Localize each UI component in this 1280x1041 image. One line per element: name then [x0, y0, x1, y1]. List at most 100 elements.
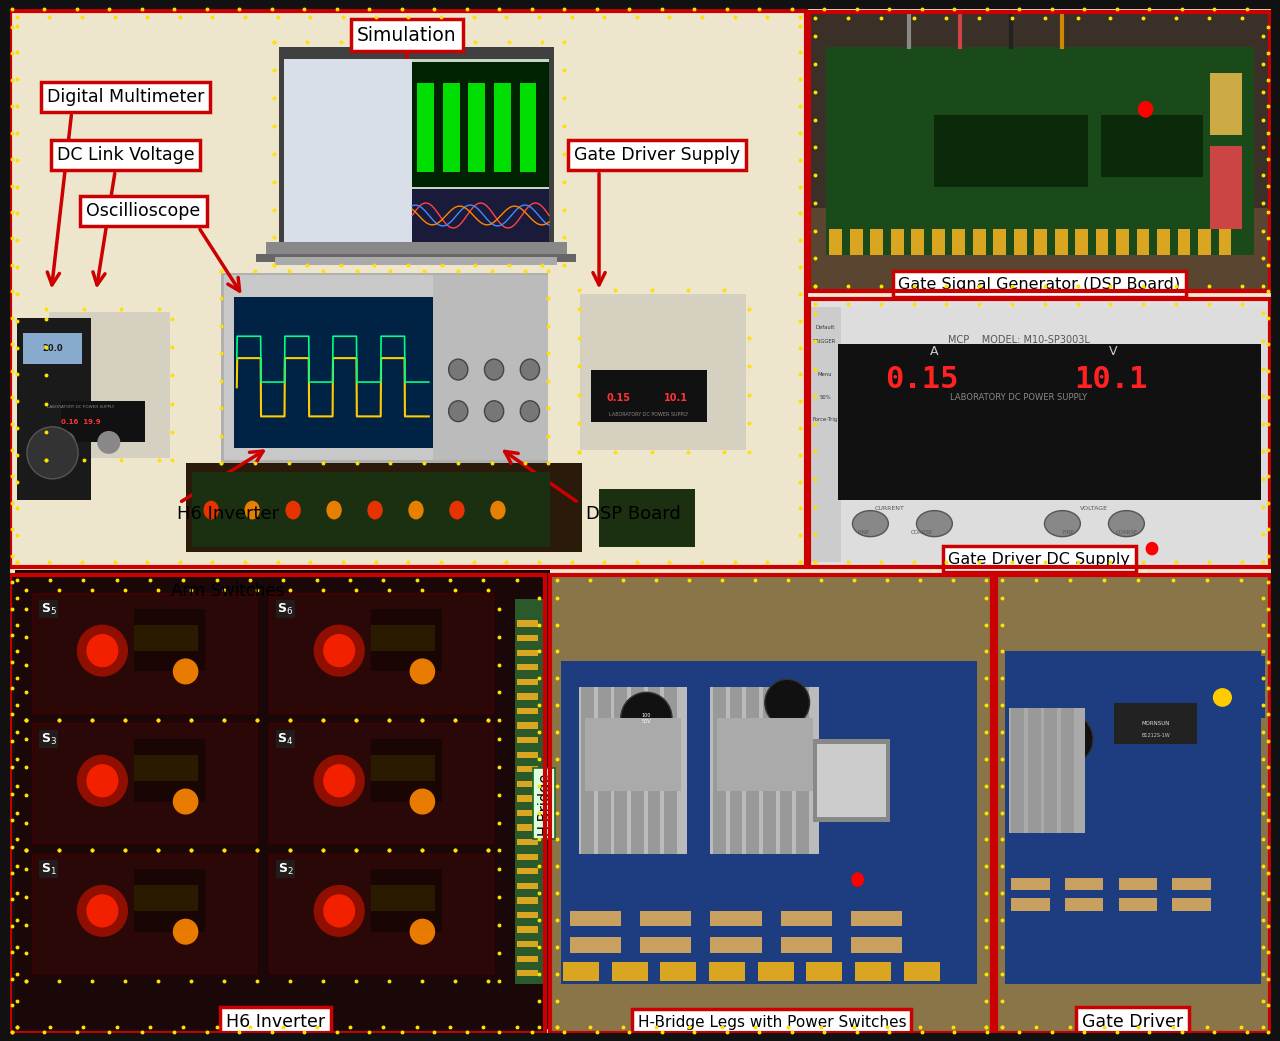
- Ellipse shape: [449, 501, 465, 519]
- Text: V: V: [1110, 346, 1117, 358]
- FancyBboxPatch shape: [1065, 898, 1103, 911]
- FancyBboxPatch shape: [851, 937, 902, 953]
- FancyBboxPatch shape: [517, 854, 538, 860]
- FancyBboxPatch shape: [1011, 708, 1024, 833]
- Text: COARSE: COARSE: [1115, 531, 1138, 535]
- FancyBboxPatch shape: [269, 593, 493, 713]
- FancyBboxPatch shape: [443, 83, 460, 172]
- FancyBboxPatch shape: [579, 687, 687, 854]
- Text: Arm Switches: Arm Switches: [172, 582, 284, 601]
- FancyBboxPatch shape: [1157, 229, 1170, 255]
- FancyBboxPatch shape: [412, 189, 549, 242]
- Text: CURRENT: CURRENT: [874, 506, 905, 510]
- Ellipse shape: [621, 692, 672, 744]
- Text: A: A: [931, 346, 938, 358]
- Text: S$_3$: S$_3$: [41, 732, 56, 746]
- FancyBboxPatch shape: [1075, 229, 1088, 255]
- FancyBboxPatch shape: [417, 83, 434, 172]
- Ellipse shape: [204, 501, 219, 519]
- FancyBboxPatch shape: [517, 810, 538, 816]
- FancyBboxPatch shape: [796, 687, 809, 854]
- Text: H6 Inverter: H6 Inverter: [225, 1013, 325, 1032]
- FancyBboxPatch shape: [517, 635, 538, 641]
- FancyBboxPatch shape: [813, 739, 890, 822]
- FancyBboxPatch shape: [371, 885, 435, 911]
- FancyBboxPatch shape: [713, 687, 726, 854]
- Ellipse shape: [326, 501, 342, 519]
- FancyBboxPatch shape: [1028, 708, 1041, 833]
- Text: MCP    MODEL: M10-SP3003L: MCP MODEL: M10-SP3003L: [948, 335, 1089, 346]
- FancyBboxPatch shape: [1198, 229, 1211, 255]
- FancyBboxPatch shape: [993, 229, 1006, 255]
- Text: H-Bridge: H-Bridge: [536, 772, 552, 835]
- FancyBboxPatch shape: [371, 625, 435, 651]
- FancyBboxPatch shape: [1219, 229, 1231, 255]
- Text: H-Bridge Legs with Power Switches: H-Bridge Legs with Power Switches: [637, 1015, 906, 1030]
- FancyBboxPatch shape: [517, 664, 538, 670]
- Text: Gate Driver DC Supply: Gate Driver DC Supply: [948, 552, 1130, 566]
- FancyBboxPatch shape: [648, 687, 660, 854]
- FancyBboxPatch shape: [134, 885, 198, 911]
- FancyBboxPatch shape: [517, 795, 538, 802]
- Ellipse shape: [77, 755, 128, 807]
- Ellipse shape: [87, 764, 119, 797]
- Ellipse shape: [851, 872, 864, 887]
- FancyBboxPatch shape: [494, 83, 511, 172]
- FancyBboxPatch shape: [1226, 656, 1265, 718]
- Text: LABORATORY DC POWER SUPPLY: LABORATORY DC POWER SUPPLY: [47, 405, 114, 409]
- FancyBboxPatch shape: [591, 370, 707, 422]
- FancyBboxPatch shape: [817, 307, 1277, 562]
- FancyBboxPatch shape: [1005, 651, 1261, 984]
- FancyBboxPatch shape: [515, 599, 543, 984]
- FancyBboxPatch shape: [809, 307, 841, 562]
- Ellipse shape: [77, 625, 128, 677]
- FancyBboxPatch shape: [269, 723, 493, 843]
- Text: 50
100
105C: 50 100 105C: [1064, 733, 1074, 745]
- FancyBboxPatch shape: [934, 115, 1088, 187]
- FancyBboxPatch shape: [517, 824, 538, 831]
- Text: Oscillioscope: Oscillioscope: [86, 202, 201, 221]
- Ellipse shape: [314, 885, 365, 937]
- FancyBboxPatch shape: [186, 463, 582, 552]
- FancyBboxPatch shape: [806, 962, 842, 981]
- FancyBboxPatch shape: [563, 962, 599, 981]
- Ellipse shape: [87, 634, 119, 667]
- FancyBboxPatch shape: [581, 687, 594, 854]
- FancyBboxPatch shape: [1172, 878, 1211, 890]
- FancyBboxPatch shape: [517, 868, 538, 874]
- FancyBboxPatch shape: [32, 593, 256, 713]
- FancyBboxPatch shape: [1009, 708, 1085, 833]
- Text: S$_5$: S$_5$: [41, 602, 56, 616]
- FancyBboxPatch shape: [932, 229, 945, 255]
- FancyBboxPatch shape: [809, 299, 1270, 567]
- FancyBboxPatch shape: [284, 59, 412, 242]
- FancyBboxPatch shape: [1055, 229, 1068, 255]
- Text: FINE: FINE: [1062, 531, 1075, 535]
- Text: COARSE: COARSE: [910, 531, 933, 535]
- Ellipse shape: [324, 634, 356, 667]
- FancyBboxPatch shape: [1096, 229, 1108, 255]
- FancyBboxPatch shape: [598, 687, 611, 854]
- Ellipse shape: [314, 755, 365, 807]
- FancyBboxPatch shape: [640, 911, 691, 926]
- Ellipse shape: [324, 764, 356, 797]
- FancyBboxPatch shape: [517, 766, 538, 772]
- FancyBboxPatch shape: [612, 962, 648, 981]
- Ellipse shape: [173, 789, 198, 814]
- FancyBboxPatch shape: [1119, 898, 1157, 911]
- FancyBboxPatch shape: [517, 956, 538, 962]
- Text: S$_2$: S$_2$: [278, 862, 293, 877]
- FancyBboxPatch shape: [468, 83, 485, 172]
- Ellipse shape: [408, 501, 424, 519]
- Ellipse shape: [314, 625, 365, 677]
- Ellipse shape: [1108, 511, 1144, 537]
- Text: Gate Signal Generator (DSP Board): Gate Signal Generator (DSP Board): [899, 277, 1180, 291]
- FancyBboxPatch shape: [269, 854, 493, 973]
- Text: B1212S-1W: B1212S-1W: [1142, 734, 1170, 738]
- FancyBboxPatch shape: [134, 739, 205, 802]
- Ellipse shape: [1138, 101, 1153, 118]
- Ellipse shape: [916, 511, 952, 537]
- FancyBboxPatch shape: [664, 687, 677, 854]
- FancyBboxPatch shape: [134, 869, 205, 932]
- Ellipse shape: [1146, 541, 1158, 556]
